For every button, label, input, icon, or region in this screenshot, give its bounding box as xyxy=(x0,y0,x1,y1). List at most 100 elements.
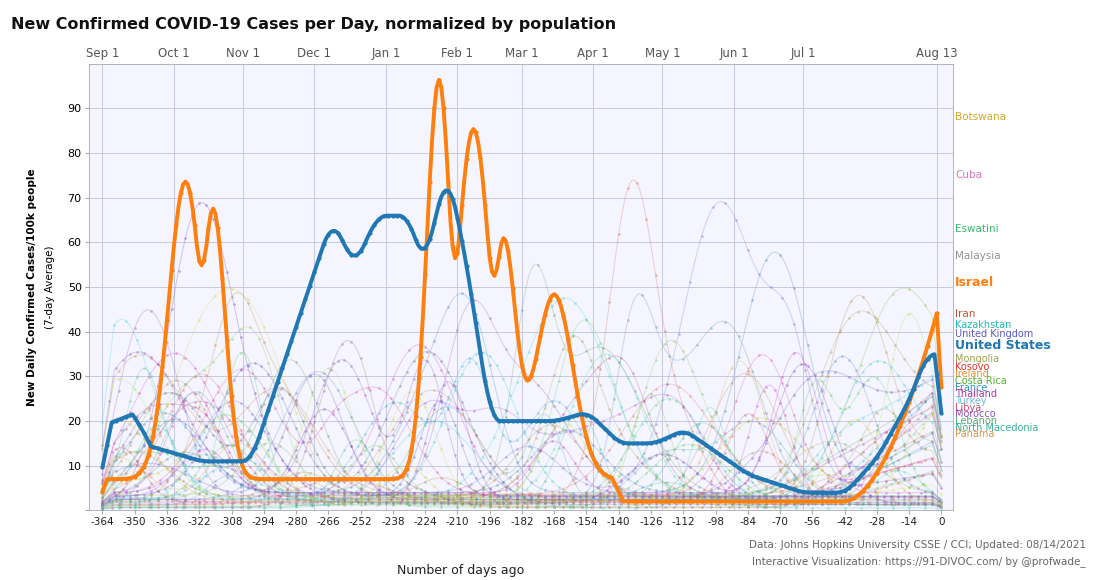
Point xyxy=(808,463,825,473)
Point xyxy=(214,443,232,452)
Point xyxy=(784,367,802,376)
Point xyxy=(884,492,902,501)
Point xyxy=(730,463,748,472)
Point xyxy=(850,490,868,499)
Point xyxy=(93,497,111,506)
Point xyxy=(831,474,849,484)
Point xyxy=(730,484,748,493)
Point xyxy=(312,485,330,494)
Point xyxy=(259,494,277,503)
Point xyxy=(833,351,851,361)
Point xyxy=(628,452,646,462)
Point xyxy=(186,484,204,493)
Point xyxy=(794,489,812,498)
Point xyxy=(577,495,595,504)
Point xyxy=(246,414,264,423)
Point xyxy=(103,496,121,505)
Point xyxy=(895,473,913,483)
Point xyxy=(842,445,860,455)
Point xyxy=(609,495,627,505)
Point xyxy=(730,500,748,509)
Point xyxy=(903,492,921,502)
Point xyxy=(242,454,259,463)
Point xyxy=(702,486,720,495)
Point xyxy=(803,476,821,485)
Point xyxy=(357,490,375,499)
Point xyxy=(771,438,789,447)
Point xyxy=(550,496,567,506)
Point xyxy=(500,481,517,490)
Point xyxy=(771,480,789,490)
Point xyxy=(294,494,311,503)
Point xyxy=(158,449,176,458)
Point xyxy=(854,492,872,502)
Point xyxy=(933,465,951,474)
Point xyxy=(750,419,768,428)
Point xyxy=(301,499,319,509)
Point xyxy=(319,491,337,500)
Point xyxy=(439,403,456,412)
Point xyxy=(705,423,722,432)
Point xyxy=(197,450,215,459)
Point xyxy=(148,493,166,502)
Point xyxy=(412,349,430,358)
Point xyxy=(315,497,332,506)
Point xyxy=(750,455,768,465)
Point xyxy=(702,464,720,473)
Point xyxy=(716,500,733,509)
Point xyxy=(912,457,930,466)
Point xyxy=(931,500,948,509)
Point xyxy=(840,494,858,503)
Point xyxy=(771,481,789,490)
Point xyxy=(820,491,838,500)
Point xyxy=(158,316,176,325)
Point xyxy=(831,451,849,461)
Point xyxy=(743,410,761,419)
Point xyxy=(633,492,650,501)
Point xyxy=(577,490,595,499)
Point xyxy=(464,496,482,506)
Point xyxy=(232,482,249,491)
Point xyxy=(321,497,339,506)
Point xyxy=(658,491,676,501)
Point xyxy=(391,418,409,427)
Point xyxy=(370,497,388,506)
Point xyxy=(598,455,616,465)
Point xyxy=(776,460,793,469)
Point xyxy=(797,359,814,368)
Point xyxy=(794,405,812,415)
Point xyxy=(639,454,657,463)
Point xyxy=(758,255,776,264)
Point xyxy=(214,411,232,420)
Point xyxy=(808,459,825,469)
Point xyxy=(453,495,471,504)
Point xyxy=(170,415,187,424)
Point xyxy=(393,488,411,497)
Point xyxy=(771,398,789,408)
Point xyxy=(882,453,900,462)
Point xyxy=(444,496,462,506)
Point xyxy=(822,448,840,457)
Point xyxy=(239,362,257,371)
Point xyxy=(398,397,416,406)
Point xyxy=(530,497,547,506)
Point xyxy=(342,494,360,503)
Point xyxy=(474,348,492,357)
Point xyxy=(142,473,160,482)
Point xyxy=(490,502,507,511)
Point xyxy=(582,496,599,506)
Point xyxy=(462,498,480,507)
Point xyxy=(250,433,268,442)
Point xyxy=(792,492,810,501)
Point xyxy=(788,503,806,513)
Point xyxy=(589,484,607,493)
Point xyxy=(278,488,296,497)
Point xyxy=(803,487,821,496)
Point xyxy=(304,426,321,436)
Point xyxy=(916,481,934,490)
Point xyxy=(784,470,802,479)
Point xyxy=(370,384,388,393)
Point xyxy=(319,230,337,240)
Point xyxy=(239,494,257,503)
Point xyxy=(225,465,243,474)
